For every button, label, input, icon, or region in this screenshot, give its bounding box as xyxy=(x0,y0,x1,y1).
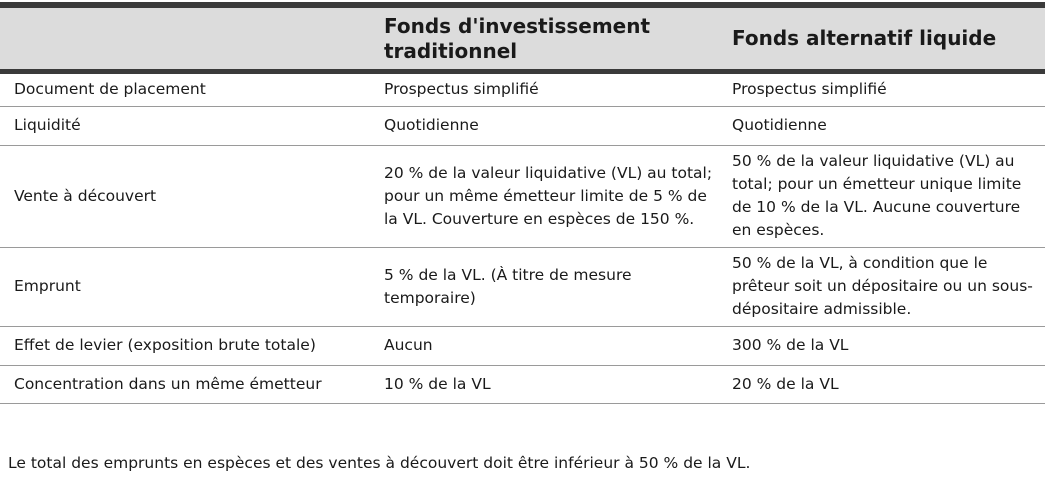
alternative-cell: Quotidienne xyxy=(724,106,1045,146)
table-row: Emprunt 5 % de la VL. (À titre de mesure… xyxy=(0,247,1045,327)
comparison-table: Fonds d'investissement traditionnel Fond… xyxy=(0,8,1045,404)
traditional-cell: Aucun xyxy=(376,326,724,366)
table-row: Liquidité Quotidienne Quotidienne xyxy=(0,106,1045,146)
alternative-cell: Prospectus simplifié xyxy=(724,74,1045,107)
header-row: Fonds d'investissement traditionnel Fond… xyxy=(0,8,1045,69)
traditional-cell: 20 % de la valeur liquidative (VL) au to… xyxy=(376,145,724,248)
row-label: Concentration dans un même émetteur xyxy=(0,365,376,404)
row-label: Emprunt xyxy=(0,247,376,327)
traditional-cell: 5 % de la VL. (À titre de mesure tempora… xyxy=(376,247,724,327)
alternative-cell: 50 % de la valeur liquidative (VL) au to… xyxy=(724,145,1045,248)
traditional-cell: Quotidienne xyxy=(376,106,724,146)
alternative-cell: 20 % de la VL xyxy=(724,365,1045,404)
alternative-cell: 300 % de la VL xyxy=(724,326,1045,366)
header-label-column xyxy=(0,8,376,69)
row-label: Vente à découvert xyxy=(0,145,376,248)
row-label: Document de placement xyxy=(0,74,376,107)
table-body: Document de placement Prospectus simplif… xyxy=(0,74,1045,404)
row-label: Liquidité xyxy=(0,106,376,146)
alternative-cell: 50 % de la VL, à condition que le prêteu… xyxy=(724,247,1045,327)
table-row: Vente à découvert 20 % de la valeur liqu… xyxy=(0,145,1045,248)
traditional-cell: 10 % de la VL xyxy=(376,365,724,404)
table-row: Effet de levier (exposition brute totale… xyxy=(0,326,1045,366)
header-traditional-fund: Fonds d'investissement traditionnel xyxy=(384,13,651,63)
table-row: Document de placement Prospectus simplif… xyxy=(0,74,1045,107)
top-rule xyxy=(0,2,1045,8)
traditional-cell: Prospectus simplifié xyxy=(376,74,724,107)
header-liquid-alternative-fund: Fonds alternatif liquide xyxy=(732,26,997,50)
row-label: Effet de levier (exposition brute totale… xyxy=(0,326,376,366)
table-row: Concentration dans un même émetteur 10 %… xyxy=(0,365,1045,404)
footnote: Le total des emprunts en espèces et des … xyxy=(8,454,751,472)
header-rule-cell xyxy=(0,69,1045,74)
table-header: Fonds d'investissement traditionnel Fond… xyxy=(0,8,1045,74)
header-rule xyxy=(0,69,1045,74)
